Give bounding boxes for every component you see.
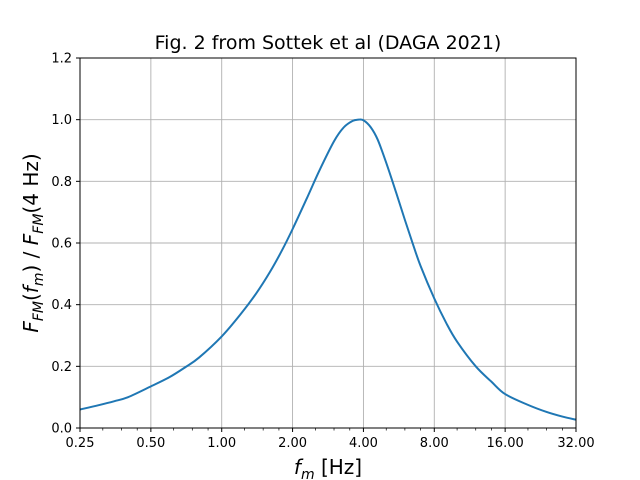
x-tick-label: 32.00 <box>557 436 594 451</box>
chart-title: Fig. 2 from Sottek et al (DAGA 2021) <box>155 32 502 54</box>
y-tick-label: 0.4 <box>51 298 72 313</box>
y-tick-label: 0.0 <box>51 422 72 437</box>
x-axis-label: fm [Hz] <box>294 455 362 480</box>
x-tick-label: 1.00 <box>207 436 236 451</box>
x-tick-label: 16.00 <box>487 436 524 451</box>
y-axis: 0.0 0.2 0.4 0.6 0.8 1.0 1.2 <box>51 52 80 437</box>
y-tick-label: 1.2 <box>51 52 72 67</box>
y-tick-label: 0.8 <box>51 175 72 190</box>
x-tick-label: 0.25 <box>66 436 95 451</box>
x-tick-label: 4.00 <box>349 436 378 451</box>
x-axis: 0.25 0.50 1.00 2.00 4.00 8.00 16.00 32.00 <box>66 428 595 451</box>
y-axis-label: FFM(fm) / FFM(4 Hz) <box>19 153 47 332</box>
series-line <box>79 118 577 421</box>
x-tick-label: 0.50 <box>136 436 165 451</box>
x-tick-label: 8.00 <box>420 436 449 451</box>
y-tick-label: 0.2 <box>51 360 72 375</box>
x-tick-label: 2.00 <box>278 436 307 451</box>
series-layer <box>79 118 577 421</box>
y-tick-label: 1.0 <box>51 113 72 128</box>
grid <box>79 57 577 429</box>
y-tick-label: 0.6 <box>51 237 72 252</box>
